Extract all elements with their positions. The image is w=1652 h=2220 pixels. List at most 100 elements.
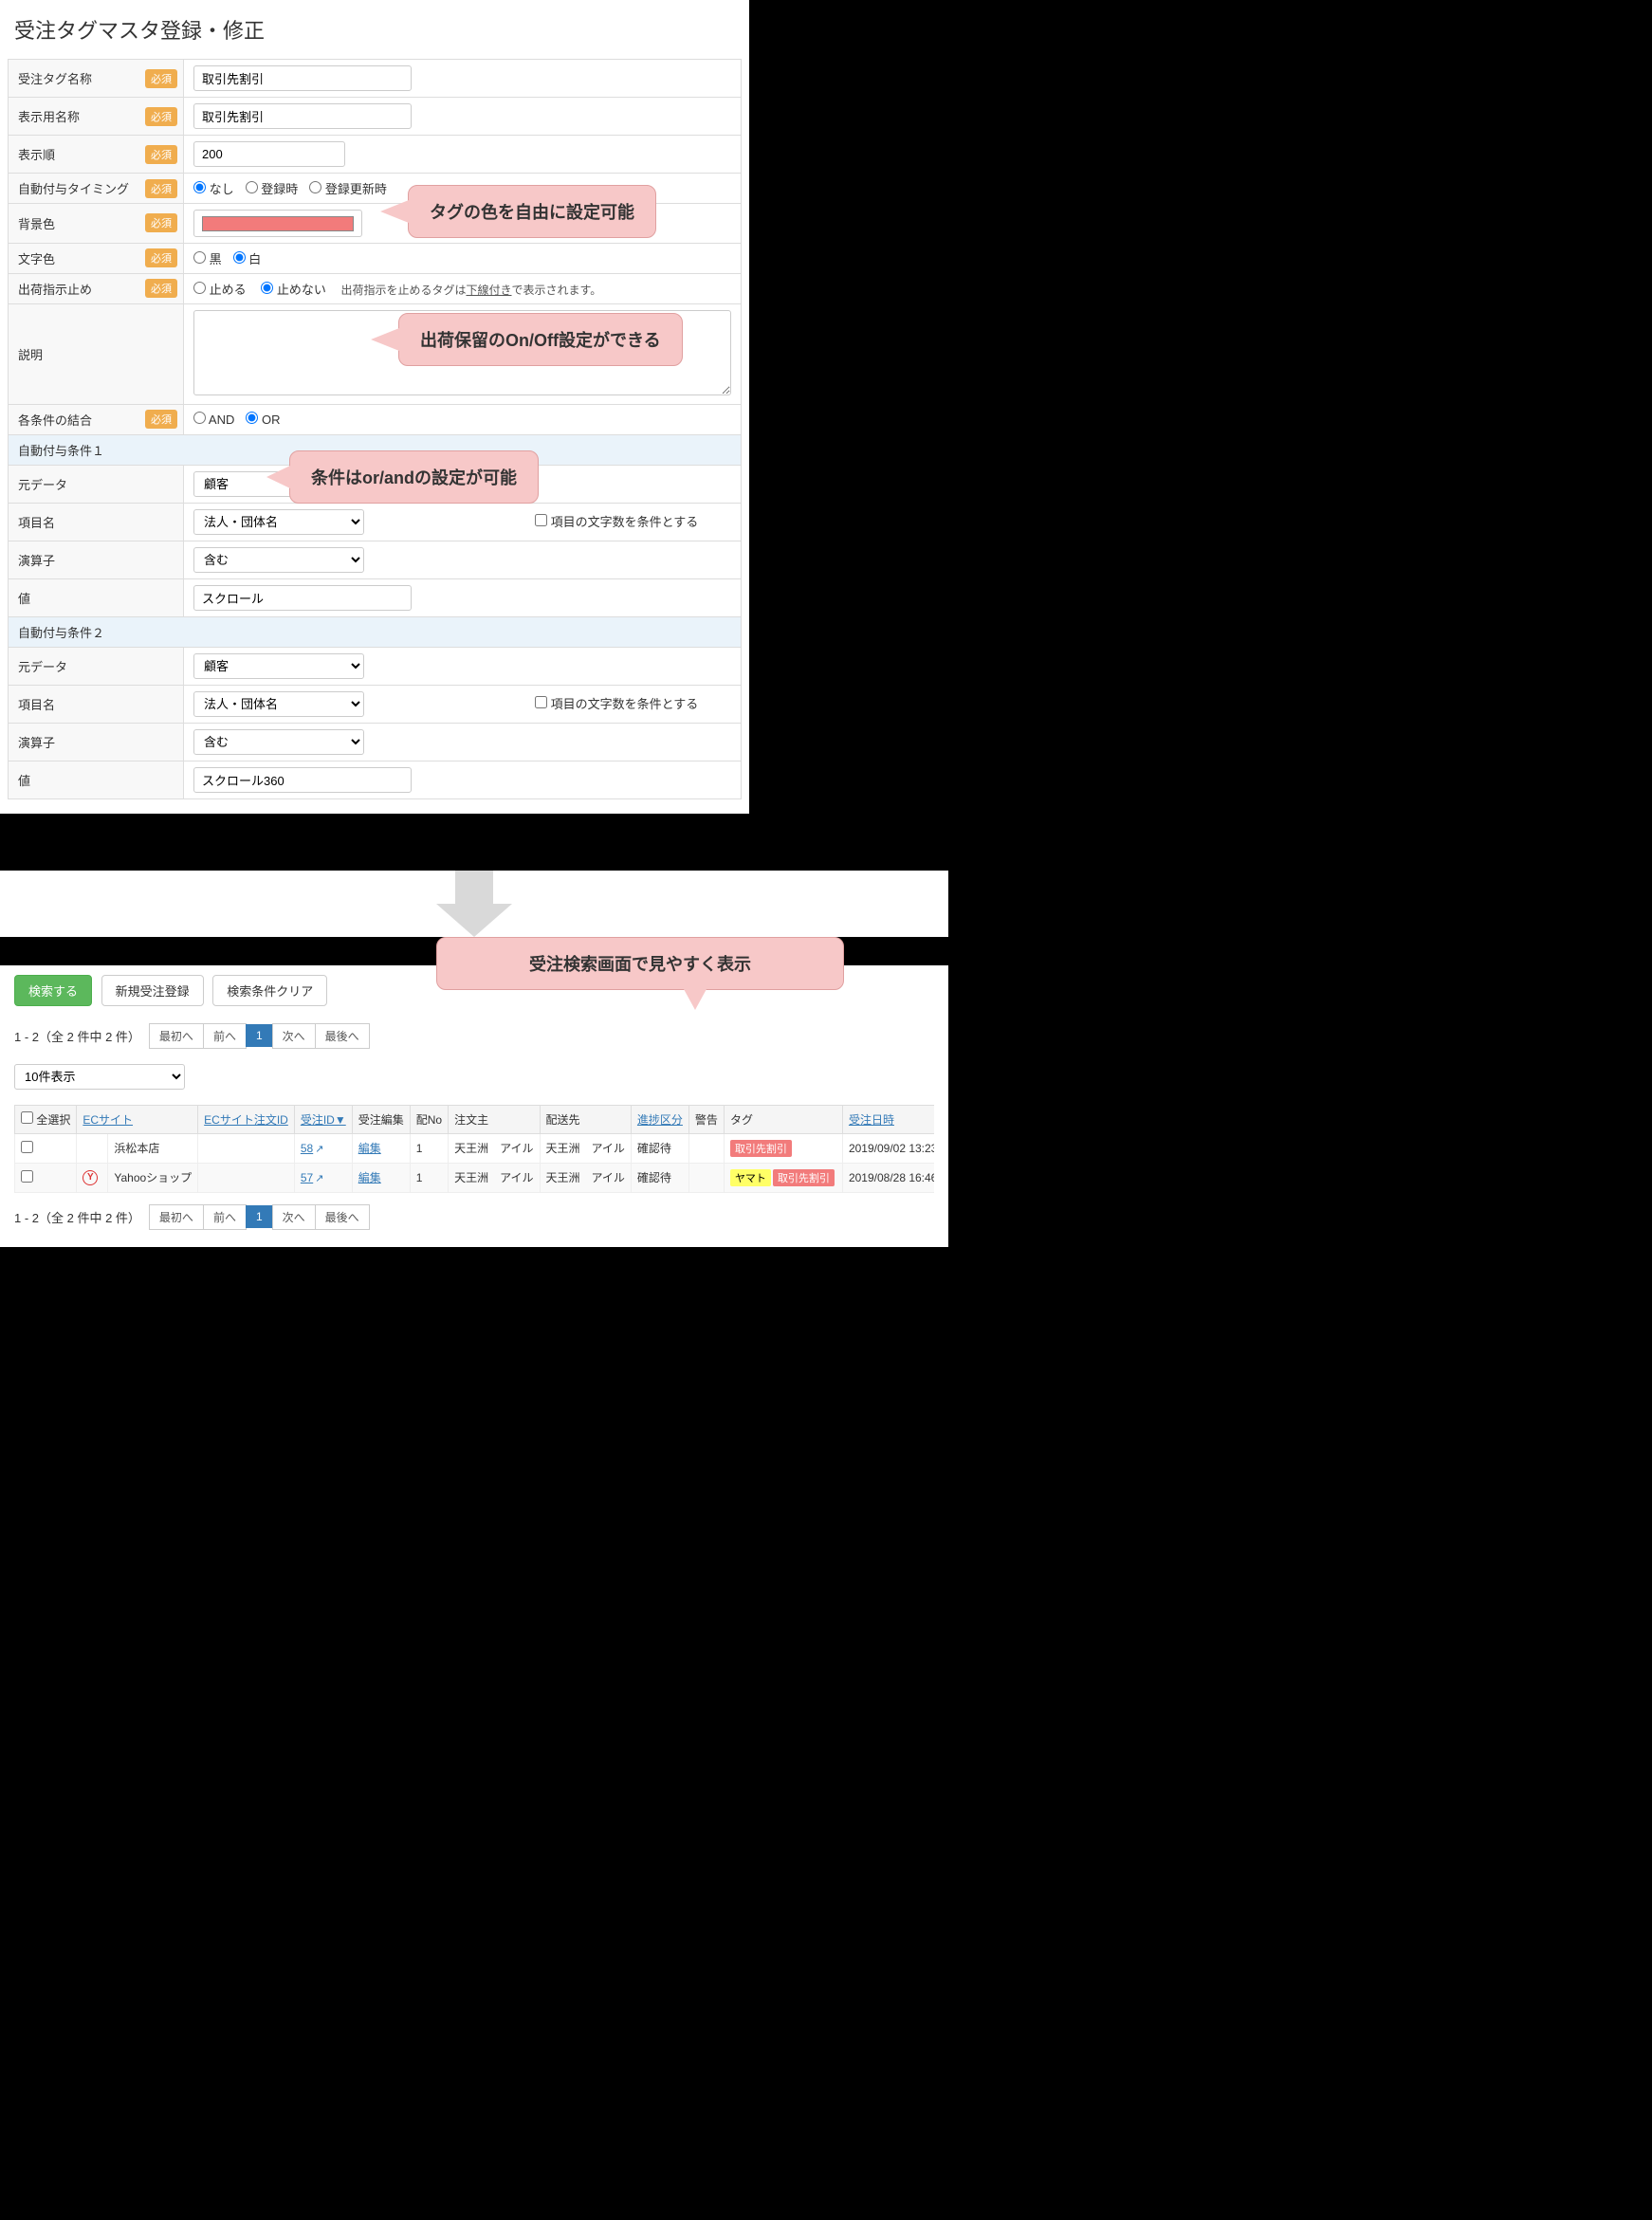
cell-ship-no: 1	[410, 1133, 448, 1163]
page-prev[interactable]: 前へ	[203, 1204, 247, 1230]
col-alert: 警告	[695, 1113, 718, 1127]
auto-timing-option[interactable]: 登録更新時	[309, 182, 387, 196]
disp-order-input[interactable]	[193, 141, 345, 167]
stopship-option[interactable]: 止めない	[261, 283, 329, 297]
cond-label-field: 項目名	[9, 685, 184, 723]
page-current[interactable]: 1	[246, 1205, 273, 1228]
cell-ship-no: 1	[410, 1163, 448, 1192]
order-id-link[interactable]: 57	[301, 1171, 313, 1184]
cell-ec-site: Yahooショップ	[108, 1163, 198, 1192]
row-checkbox[interactable]	[21, 1141, 33, 1153]
label-join: 各条件の結合	[18, 413, 92, 428]
cell-order-date: 2019/09/02 13:23:00	[842, 1133, 934, 1163]
tag-chip: 取引先割引	[773, 1169, 835, 1186]
page-next[interactable]: 次へ	[272, 1023, 316, 1049]
auto-timing-option[interactable]: なし	[193, 182, 234, 196]
join-option[interactable]: OR	[246, 413, 280, 427]
cell-order-id: 58↗	[294, 1133, 352, 1163]
clear-filter-button[interactable]: 検索条件クリア	[212, 975, 327, 1006]
field-len-checkbox[interactable]	[535, 696, 547, 708]
paging-info: 1 - 2（全 2 件中 2 件）	[14, 1208, 140, 1226]
field-len-checkbox[interactable]	[535, 514, 547, 526]
cond-field-select[interactable]: 法人・団体名	[193, 691, 364, 717]
col-order-date[interactable]: 受注日時	[849, 1113, 894, 1127]
search-button[interactable]: 検索する	[14, 975, 92, 1006]
table-row: YYahooショップ57↗編集1天王洲 アイル天王洲 アイル確認待ヤマト取引先割…	[15, 1163, 935, 1192]
cond-label-op: 演算子	[9, 541, 184, 578]
text-color-option[interactable]: 黒	[193, 252, 222, 266]
cell-buyer: 天王洲 アイル	[449, 1163, 540, 1192]
cond-field-select[interactable]: 法人・団体名	[193, 509, 364, 535]
page-current[interactable]: 1	[246, 1024, 273, 1047]
cell-ec-order-id	[198, 1133, 295, 1163]
col-status[interactable]: 進捗区分	[637, 1113, 683, 1127]
required-badge: 必須	[145, 107, 177, 126]
order-id-link[interactable]: 58	[301, 1142, 313, 1155]
cell-select	[15, 1163, 77, 1192]
stopship-note: 出荷指示を止めるタグは	[340, 284, 466, 297]
cond-label-src: 元データ	[9, 647, 184, 685]
auto-timing-option[interactable]: 登録時	[246, 182, 299, 196]
paging-info: 1 - 2（全 2 件中 2 件）	[14, 1027, 140, 1045]
cell-order-id: 57↗	[294, 1163, 352, 1192]
cell-ec-order-id	[198, 1163, 295, 1192]
condition-header: 自動付与条件２	[9, 616, 742, 647]
callout-andor: 条件はor/andの設定が可能	[289, 450, 539, 504]
col-ec-order-id[interactable]: ECサイト注文ID	[204, 1113, 288, 1127]
page-first[interactable]: 最初へ	[149, 1204, 204, 1230]
cell-alert	[688, 1133, 724, 1163]
col-order-id[interactable]: 受注ID▼	[301, 1113, 346, 1127]
page-last[interactable]: 最後へ	[315, 1023, 370, 1049]
text-color-option[interactable]: 白	[233, 252, 262, 266]
required-badge: 必須	[145, 279, 177, 298]
callout-search: 受注検索画面で見やすく表示	[436, 937, 844, 990]
join-option[interactable]: AND	[193, 413, 234, 427]
cond-val-input[interactable]	[193, 767, 412, 793]
cond-op-select[interactable]: 含む	[193, 729, 364, 755]
cell-dest: 天王洲 アイル	[540, 1163, 631, 1192]
col-ec-site[interactable]: ECサイト	[83, 1113, 133, 1127]
arrow-down-icon	[436, 871, 512, 937]
tag-chip: 取引先割引	[730, 1140, 792, 1157]
tag-name-input[interactable]	[193, 65, 412, 91]
cond-label-op: 演算子	[9, 723, 184, 761]
page-first[interactable]: 最初へ	[149, 1023, 204, 1049]
cell-icon: Y	[77, 1163, 108, 1192]
col-select: 全選択	[36, 1113, 70, 1127]
cell-alert	[688, 1163, 724, 1192]
page-last[interactable]: 最後へ	[315, 1204, 370, 1230]
edit-link[interactable]: 編集	[358, 1142, 381, 1155]
required-badge: 必須	[145, 248, 177, 267]
tag-form: 受注タグ名称必須 表示用名称必須 表示順必須 自動付与タイミング必須 なし 登録…	[8, 59, 742, 799]
cell-select	[15, 1133, 77, 1163]
cell-status: 確認待	[631, 1163, 688, 1192]
page-next[interactable]: 次へ	[272, 1204, 316, 1230]
page-title: 受注タグマスタ登録・修正	[0, 0, 749, 59]
external-icon: ↗	[315, 1144, 323, 1155]
label-stopship: 出荷指示止め	[18, 283, 92, 297]
cond-val-input[interactable]	[193, 585, 412, 611]
display-name-input[interactable]	[193, 103, 412, 129]
page-prev[interactable]: 前へ	[203, 1023, 247, 1049]
cond-label-src: 元データ	[9, 465, 184, 503]
new-order-button[interactable]: 新規受注登録	[101, 975, 204, 1006]
label-tag-name: 受注タグ名称	[18, 72, 92, 86]
row-checkbox[interactable]	[21, 1170, 33, 1183]
callout-color: タグの色を自由に設定可能	[408, 185, 656, 238]
required-badge: 必須	[145, 179, 177, 198]
cell-edit: 編集	[352, 1133, 410, 1163]
select-all-checkbox[interactable]	[21, 1111, 33, 1124]
stopship-note-suffix: で表示されます。	[512, 284, 602, 297]
table-row: 浜松本店58↗編集1天王洲 アイル天王洲 アイル確認待取引先割引2019/09/…	[15, 1133, 935, 1163]
label-display-name: 表示用名称	[18, 110, 80, 124]
color-swatch[interactable]	[202, 216, 354, 231]
stopship-option[interactable]: 止める	[193, 283, 249, 297]
per-page-select[interactable]: 10件表示	[14, 1064, 185, 1090]
col-dest: 配送先	[546, 1113, 580, 1127]
label-auto-timing: 自動付与タイミング	[18, 182, 129, 196]
cell-order-date: 2019/08/28 16:46:00	[842, 1163, 934, 1192]
cond-op-select[interactable]: 含む	[193, 547, 364, 573]
cond-src-select[interactable]: 顧客	[193, 653, 364, 679]
edit-link[interactable]: 編集	[358, 1171, 381, 1184]
cond-label-val: 値	[9, 578, 184, 616]
